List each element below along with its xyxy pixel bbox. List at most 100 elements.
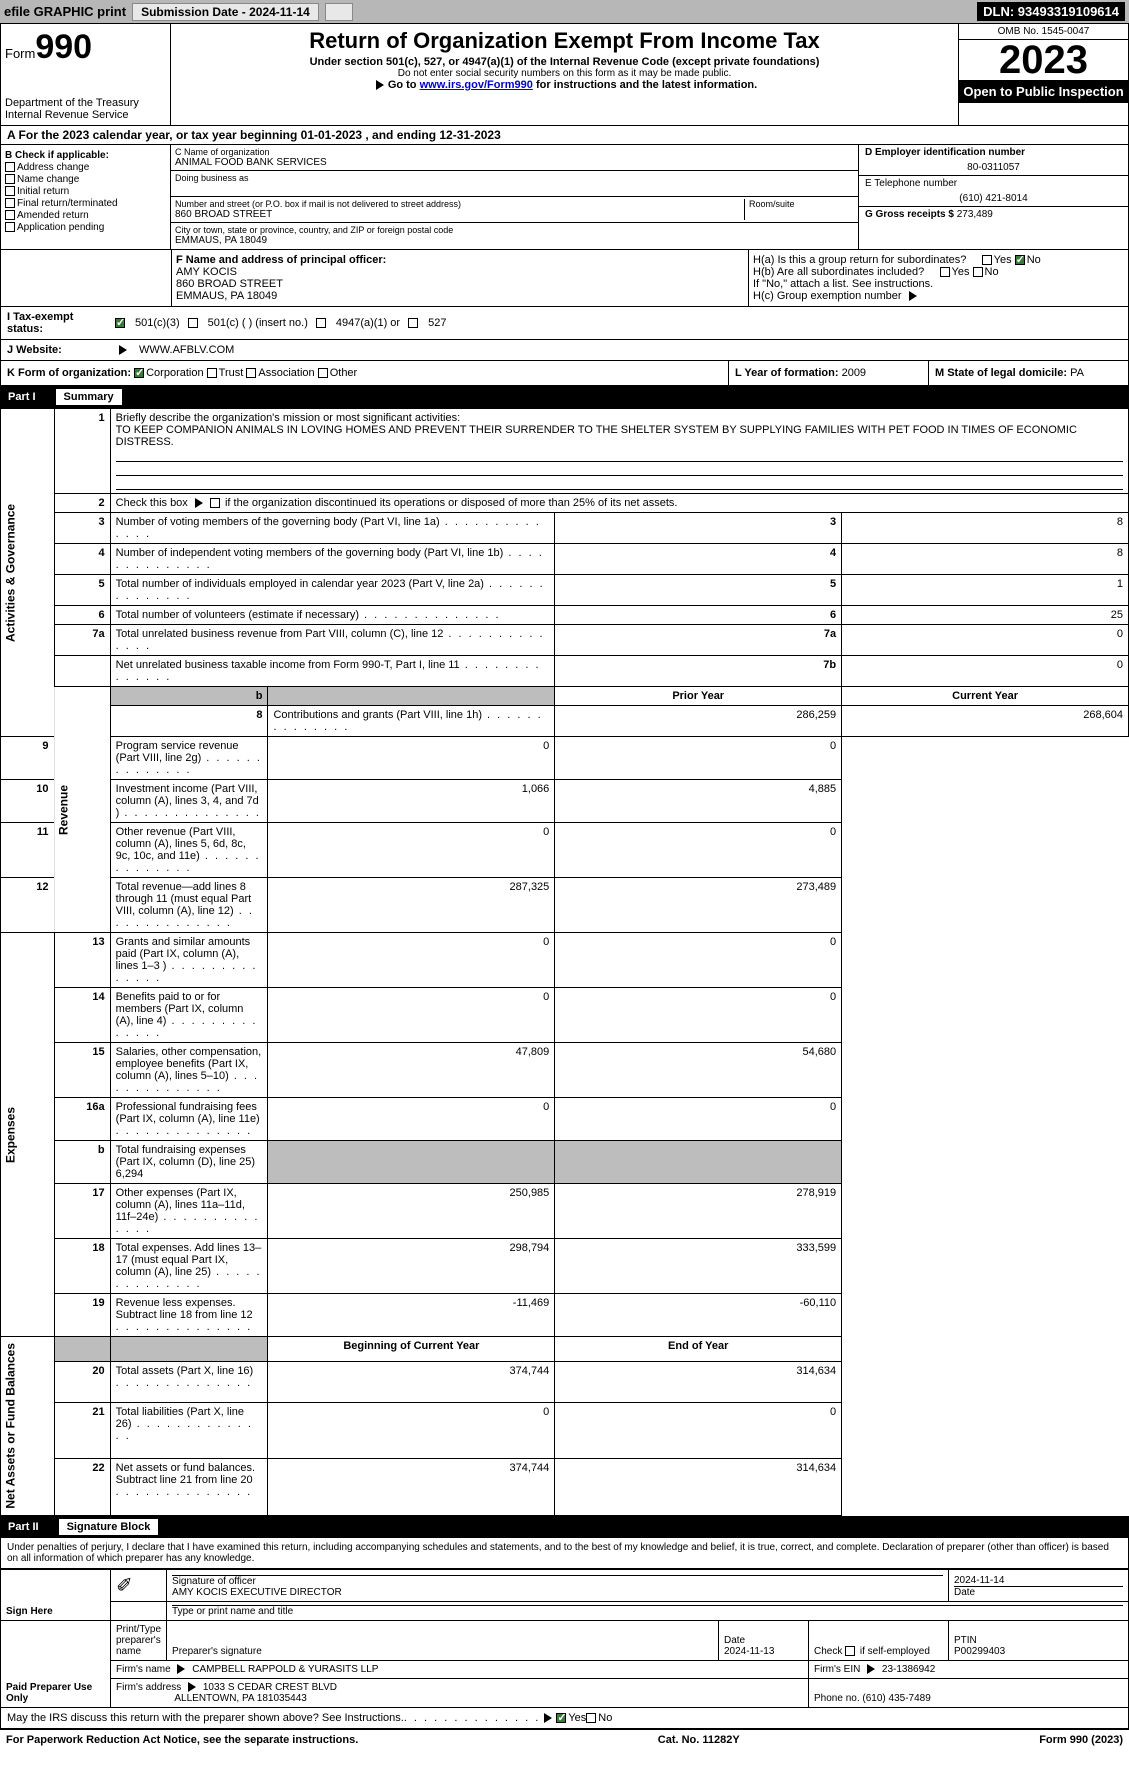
firm-name: CAMPBELL RAPPOLD & YURASITS LLP (192, 1664, 378, 1675)
hc-label: H(c) Group exemption number (753, 290, 902, 302)
street-address: 860 BROAD STREET (175, 209, 744, 220)
dba-label: Doing business as (175, 173, 854, 183)
current-value: -60,110 (555, 1294, 842, 1337)
prior-value: 47,809 (268, 1043, 555, 1098)
prior-value: 0 (268, 737, 555, 780)
cb-label: Final return/terminated (17, 198, 118, 209)
firm-ein-label: Firm's EIN (814, 1664, 860, 1675)
officer-signature: AMY KOCIS EXECUTIVE DIRECTOR (172, 1587, 943, 1598)
current-value: 0 (555, 933, 842, 988)
line-text: Program service revenue (Part VIII, line… (110, 737, 268, 780)
assoc-checkbox[interactable] (246, 368, 256, 378)
527-checkbox[interactable] (408, 318, 418, 328)
line-text: Total number of volunteers (estimate if … (110, 606, 555, 625)
4947-checkbox[interactable] (316, 318, 326, 328)
hb-yes-checkbox[interactable] (940, 267, 950, 277)
signature-table: Sign Here ✐ Signature of officerAMY KOCI… (0, 1569, 1129, 1708)
prior-value: 298,794 (268, 1239, 555, 1294)
prior-value: 0 (268, 988, 555, 1043)
prior-value (268, 1141, 555, 1184)
hb-no-checkbox[interactable] (973, 267, 983, 277)
corp-checkbox[interactable] (134, 368, 144, 378)
arrow-icon (119, 345, 127, 355)
ha-no-checkbox[interactable] (1015, 255, 1025, 265)
current-value: 0 (555, 737, 842, 780)
summary-table: Activities & Governance 1 Briefly descri… (0, 408, 1129, 1516)
side-label-net: Net Assets or Fund Balances (1, 1337, 55, 1516)
current-value: 273,489 (555, 878, 842, 933)
checkbox-amended[interactable] (5, 210, 15, 220)
officer-addr1: 860 BROAD STREET (176, 278, 744, 290)
officer-label: F Name and address of principal officer: (176, 254, 744, 266)
line-text: Salaries, other compensation, employee b… (110, 1043, 268, 1098)
checkbox-final-return[interactable] (5, 198, 15, 208)
header-right: OMB No. 1545-0047 2023 Open to Public In… (958, 24, 1128, 125)
goto-post: for instructions and the latest informat… (533, 79, 757, 91)
current-value: 0 (555, 988, 842, 1043)
line-text: Other revenue (Part VIII, column (A), li… (110, 823, 268, 878)
box-b-title: B Check if applicable: (5, 150, 166, 161)
other-checkbox[interactable] (318, 368, 328, 378)
hb-note: If "No," attach a list. See instructions… (753, 278, 1124, 290)
prior-value: 1,066 (268, 780, 555, 823)
self-employed-checkbox[interactable] (845, 1646, 855, 1656)
end-value: 0 (555, 1402, 842, 1458)
checkbox-pending[interactable] (5, 222, 15, 232)
ptin-value: P00299403 (954, 1646, 1005, 1657)
501c-checkbox[interactable] (188, 318, 198, 328)
line-text: Total liabilities (Part X, line 26) (110, 1402, 268, 1458)
part-title: Signature Block (59, 1519, 159, 1535)
501c3-checkbox[interactable] (115, 318, 125, 328)
submission-date-button[interactable]: Submission Date - 2024-11-14 (132, 3, 319, 21)
part-number: Part II (8, 1521, 39, 1533)
officer-addr2: EMMAUS, PA 18049 (176, 290, 744, 302)
discuss-no-checkbox[interactable] (586, 1713, 596, 1723)
checkbox-address-change[interactable] (5, 162, 15, 172)
line2-checkbox[interactable] (210, 498, 220, 508)
firm-ein: 23-1386942 (882, 1664, 935, 1675)
line-text: Other expenses (Part IX, column (A), lin… (110, 1184, 268, 1239)
current-value (555, 1141, 842, 1184)
current-value: 4,885 (555, 780, 842, 823)
side-label-expenses: Expenses (1, 933, 55, 1337)
current-value: 54,680 (555, 1043, 842, 1098)
prior-value: 0 (268, 933, 555, 988)
firm-phone: (610) 435-7489 (862, 1693, 930, 1704)
end-value: 314,634 (555, 1361, 842, 1402)
phone-label: E Telephone number (865, 178, 1122, 189)
current-value: 278,919 (555, 1184, 842, 1239)
phone-value: (610) 421-8014 (865, 193, 1122, 204)
ein-value: 80-0311057 (865, 162, 1122, 173)
page-footer: For Paperwork Reduction Act Notice, see … (0, 1729, 1129, 1750)
line-text: Investment income (Part VIII, column (A)… (110, 780, 268, 823)
current-value: 333,599 (555, 1239, 842, 1294)
line-text: Total revenue—add lines 8 through 11 (mu… (110, 878, 268, 933)
form-number: 990 (35, 28, 92, 66)
department-label: Department of the Treasury Internal Reve… (5, 97, 166, 121)
checkbox-initial-return[interactable] (5, 186, 15, 196)
current-value: 0 (555, 1098, 842, 1141)
discuss-yes-checkbox[interactable] (556, 1713, 566, 1723)
line-value: 25 (842, 606, 1129, 625)
ha-yes-checkbox[interactable] (982, 255, 992, 265)
box-c: C Name of organizationANIMAL FOOD BANK S… (171, 145, 858, 249)
prior-value: 287,325 (268, 878, 555, 933)
discuss-text: May the IRS discuss this return with the… (7, 1712, 404, 1724)
begin-value: 374,744 (268, 1361, 555, 1402)
blank-button[interactable] (325, 3, 353, 21)
irs-link[interactable]: www.irs.gov/Form990 (420, 79, 533, 91)
end-value: 314,634 (555, 1459, 842, 1516)
form-header: Form990 Department of the Treasury Inter… (0, 23, 1129, 126)
line2-text: Check this box if the organization disco… (116, 497, 678, 509)
box-l: L Year of formation: 2009 (728, 361, 928, 385)
checkbox-name-change[interactable] (5, 174, 15, 184)
efile-label: efile GRAPHIC print (4, 4, 126, 19)
trust-checkbox[interactable] (207, 368, 217, 378)
prior-value: 286,259 (555, 706, 842, 737)
cb-label: Amended return (17, 210, 89, 221)
line-text: Total expenses. Add lines 13–17 (must eq… (110, 1239, 268, 1294)
firm-addr1: 1033 S CEDAR CREST BLVD (203, 1682, 337, 1693)
line-value: 0 (842, 625, 1129, 656)
line-value: 8 (842, 544, 1129, 575)
prep-date: 2024-11-13 (724, 1646, 774, 1657)
